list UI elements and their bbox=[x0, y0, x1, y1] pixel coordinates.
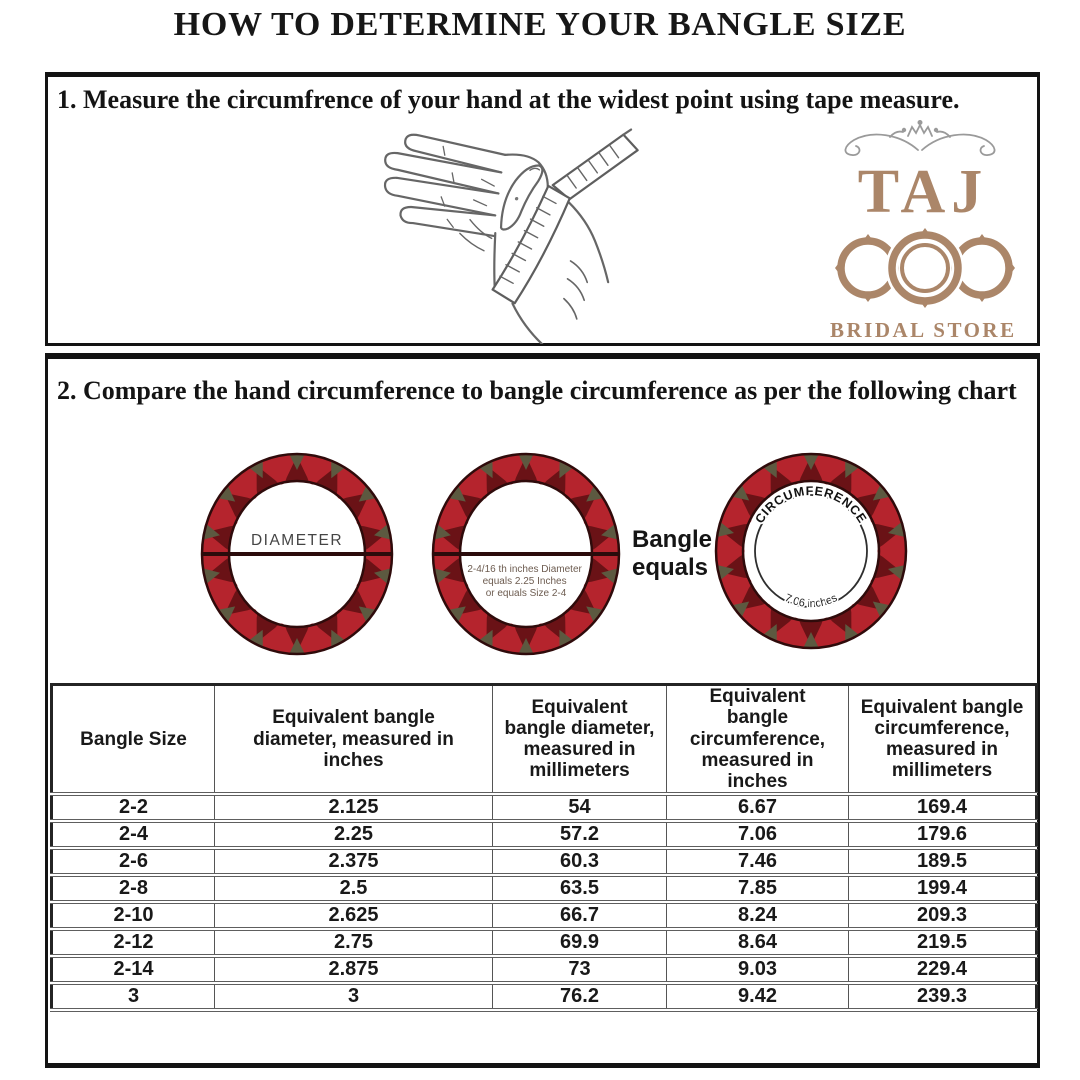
table-cell: 2-10 bbox=[51, 902, 215, 932]
table-cell: 2.25 bbox=[214, 821, 493, 851]
svg-text:7.06 inches: 7.06 inches bbox=[783, 592, 840, 610]
table-header-row: Bangle Size Equivalent bangle diameter, … bbox=[51, 684, 1037, 797]
table-cell: 219.5 bbox=[848, 929, 1037, 959]
taj-bridal-store-logo: TAJ BRIDAL STORE bbox=[830, 119, 1017, 343]
col-header: Equivalent bangle circumference, measure… bbox=[848, 684, 1037, 797]
table-cell: 229.4 bbox=[848, 956, 1037, 986]
bangle-example-diagram: 2-4/16 th inches Diameter equals 2.25 In… bbox=[431, 452, 621, 656]
diameter-label: DIAMETER bbox=[251, 532, 343, 549]
table-cell: 2-4 bbox=[51, 821, 215, 851]
col-header: Bangle Size bbox=[51, 684, 215, 797]
hand-tape-illustration bbox=[383, 128, 639, 344]
table-cell: 189.5 bbox=[848, 848, 1037, 878]
col-header: Equivalent bangle diameter, measured in … bbox=[214, 684, 493, 797]
logo-rings-icon bbox=[835, 228, 1015, 308]
col-header: Equivalent bangle diameter, measured in … bbox=[492, 684, 667, 797]
table-cell: 2.125 bbox=[214, 794, 493, 824]
page-title: HOW TO DETERMINE YOUR BANGLE SIZE bbox=[173, 6, 907, 43]
size-chart-table: Bangle Size Equivalent bangle diameter, … bbox=[50, 683, 1038, 1013]
table-cell: 54 bbox=[492, 794, 667, 824]
table-cell: 239.3 bbox=[848, 983, 1037, 1013]
table-row: 2-6 2.375 60.3 7.46 189.5 bbox=[51, 848, 1037, 878]
section-measure: 1. Measure the circumfrence of your hand… bbox=[45, 72, 1040, 346]
step1-heading: 1. Measure the circumfrence of your hand… bbox=[57, 85, 960, 114]
table-row: 2-12 2.75 69.9 8.64 219.5 bbox=[51, 929, 1037, 959]
logo-subtitle: BRIDAL STORE bbox=[830, 318, 1017, 342]
table-cell: 2-12 bbox=[51, 929, 215, 959]
table-cell: 209.3 bbox=[848, 902, 1037, 932]
logo-wordmark: TAJ bbox=[857, 158, 989, 226]
table-cell: 63.5 bbox=[492, 875, 667, 905]
table-cell: 7.85 bbox=[666, 875, 849, 905]
table-cell: 9.42 bbox=[666, 983, 849, 1013]
table-row: 2-10 2.625 66.7 8.24 209.3 bbox=[51, 902, 1037, 932]
table-cell: 8.24 bbox=[666, 902, 849, 932]
step2-heading: 2. Compare the hand circumference to ban… bbox=[57, 376, 1017, 405]
table-cell: 57.2 bbox=[492, 821, 667, 851]
table-cell: 7.06 bbox=[666, 821, 849, 851]
table-cell: 199.4 bbox=[848, 875, 1037, 905]
table-cell: 169.4 bbox=[848, 794, 1037, 824]
table-cell: 2.625 bbox=[214, 902, 493, 932]
table-cell: 2-6 bbox=[51, 848, 215, 878]
table-row: 2-2 2.125 54 6.67 169.4 bbox=[51, 794, 1037, 824]
table-cell: 66.7 bbox=[492, 902, 667, 932]
col-header: Equivalent bangle circumference, measure… bbox=[666, 684, 849, 797]
logo-flourish-icon bbox=[844, 119, 996, 156]
table-cell: 73 bbox=[492, 956, 667, 986]
circumference-value: 7.06 inches bbox=[781, 590, 841, 611]
table-cell: 3 bbox=[51, 983, 215, 1013]
table-cell: 9.03 bbox=[666, 956, 849, 986]
table-cell: 179.6 bbox=[848, 821, 1037, 851]
table-cell: 2-8 bbox=[51, 875, 215, 905]
table-cell: 3 bbox=[214, 983, 493, 1013]
table-cell: 8.64 bbox=[666, 929, 849, 959]
table-cell: 2-2 bbox=[51, 794, 215, 824]
table-cell: 60.3 bbox=[492, 848, 667, 878]
bangle-equals-label: Bangle equals bbox=[632, 526, 713, 581]
bangle-circumference-diagram: CIRCUMFERENCE 7.06 inches bbox=[714, 452, 908, 650]
table-cell: 2.875 bbox=[214, 956, 493, 986]
table-cell: 2.5 bbox=[214, 875, 493, 905]
table-cell: 2-14 bbox=[51, 956, 215, 986]
table-row: 2-4 2.25 57.2 7.06 179.6 bbox=[51, 821, 1037, 851]
bangle-caption: 2-4/16 th inches Diameter equals 2.25 In… bbox=[467, 564, 584, 599]
table-row: 3 3 76.2 9.42 239.3 bbox=[51, 983, 1037, 1013]
table-cell: 76.2 bbox=[492, 983, 667, 1013]
table-cell: 2.75 bbox=[214, 929, 493, 959]
table-cell: 69.9 bbox=[492, 929, 667, 959]
table-cell: 7.46 bbox=[666, 848, 849, 878]
table-cell: 2.375 bbox=[214, 848, 493, 878]
bangle-diameter-diagram: DIAMETER bbox=[200, 452, 394, 656]
table-cell: 6.67 bbox=[666, 794, 849, 824]
table-row: 2-14 2.875 73 9.03 229.4 bbox=[51, 956, 1037, 986]
table-row: 2-8 2.5 63.5 7.85 199.4 bbox=[51, 875, 1037, 905]
